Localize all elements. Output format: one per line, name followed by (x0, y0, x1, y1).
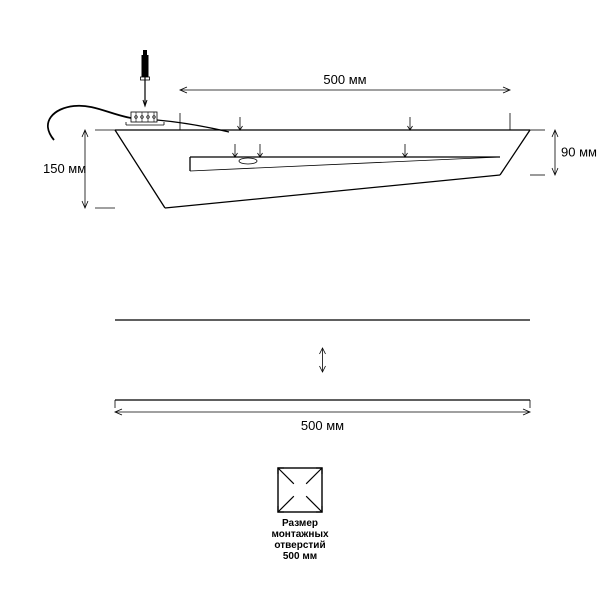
fixture-front-diagonal (165, 175, 500, 208)
mount-label-2: монтажных (271, 529, 329, 540)
dim-top-label: 500 мм (323, 72, 366, 87)
dim-left-label: 150 мм (43, 161, 86, 176)
fixture-left-edge (115, 130, 165, 208)
mount-label-4: 500 мм (283, 551, 317, 562)
fixture-right-edge (500, 130, 530, 175)
mount-square-arrow (278, 468, 294, 484)
fixture-inner-diagonal (190, 157, 500, 171)
screwdriver-cap (143, 50, 147, 55)
mount-square-arrow (306, 496, 322, 512)
screwdriver-handle (142, 55, 149, 77)
mount-square-arrow (278, 496, 294, 512)
inner-ring (239, 158, 257, 164)
mount-square-arrow (306, 468, 322, 484)
dim-right-label: 90 мм (561, 145, 597, 160)
mount-label-3: отверстий (274, 540, 325, 551)
dim-bottom-label: 500 мм (301, 418, 344, 433)
mount-label-1: Размер (282, 518, 318, 529)
